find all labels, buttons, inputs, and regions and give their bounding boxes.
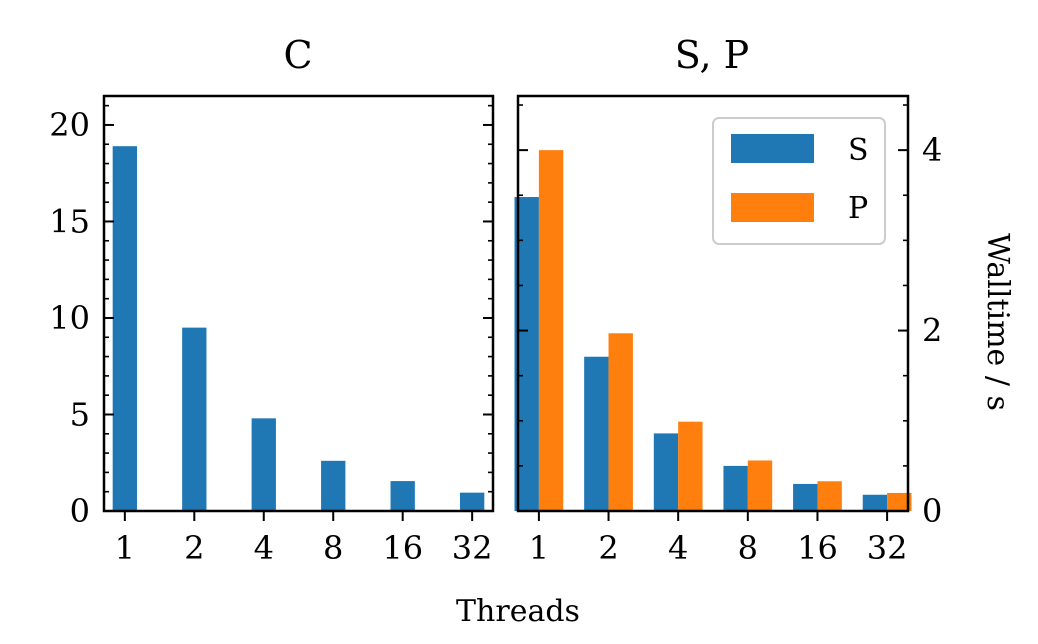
bar-c-1 xyxy=(112,146,137,511)
bar-s-2 xyxy=(584,356,609,511)
x-tick-label-c-2: 2 xyxy=(184,529,204,567)
y-tick-label-sp-4: 4 xyxy=(922,131,942,169)
legend-swatch-p xyxy=(731,193,814,222)
y-axis-label-right: Walltime / s xyxy=(980,233,1015,411)
chart-c-frame xyxy=(102,94,495,513)
chart-sp: S, P 1 2 4 8 16 32 0 2 4 S P xyxy=(514,33,942,567)
x-tick-label-sp-16: 16 xyxy=(797,529,838,567)
bar-c-4 xyxy=(251,418,276,511)
bar-p-1 xyxy=(538,150,564,511)
chart-sp-title: S, P xyxy=(675,33,749,77)
y-tick-label-c-5: 5 xyxy=(70,395,90,433)
x-tick-label-sp-1: 1 xyxy=(529,529,549,567)
x-tick-label-sp-32: 32 xyxy=(867,529,908,567)
bar-c-16 xyxy=(390,481,415,511)
legend-label-p: P xyxy=(848,191,868,226)
bar-c-8 xyxy=(321,460,346,511)
bar-c-2 xyxy=(182,327,207,511)
chart-sp-axes: 1 2 4 8 16 32 0 2 4 xyxy=(516,94,942,567)
bar-c-32 xyxy=(460,492,485,511)
bar-p-2 xyxy=(608,333,633,511)
chart-c-title: C xyxy=(283,33,312,77)
y-tick-label-c-20: 20 xyxy=(49,106,90,144)
chart-c: C 1 2 4 8 16 32 0 5 10 15 20 xyxy=(49,33,495,567)
x-tick-label-sp-4: 4 xyxy=(668,529,688,567)
x-tick-label-sp-2: 2 xyxy=(598,529,618,567)
bar-s-32 xyxy=(862,494,888,511)
bar-s-8 xyxy=(723,465,748,511)
legend-label-s: S xyxy=(848,133,869,168)
chart-sp-legend: S P xyxy=(712,117,886,245)
bar-p-16 xyxy=(817,481,842,511)
y-tick-label-c-15: 15 xyxy=(49,202,90,240)
y-tick-label-sp-2: 2 xyxy=(922,312,942,350)
x-tick-label-sp-8: 8 xyxy=(738,529,758,567)
bar-p-32 xyxy=(887,492,912,511)
x-tick-label-c-1: 1 xyxy=(115,529,135,567)
bar-s-4 xyxy=(653,433,679,511)
bar-p-8 xyxy=(747,460,773,511)
y-tick-label-c-10: 10 xyxy=(49,299,90,337)
x-tick-label-c-8: 8 xyxy=(323,529,343,567)
y-tick-label-sp-0: 0 xyxy=(922,492,942,530)
y-tick-label-c-0: 0 xyxy=(70,492,90,530)
chart-c-bars xyxy=(112,146,485,511)
x-tick-label-c-32: 32 xyxy=(452,529,493,567)
x-tick-label-c-16: 16 xyxy=(382,529,423,567)
bar-s-16 xyxy=(793,483,818,511)
chart-sp-frame xyxy=(516,94,910,513)
x-tick-label-c-4: 4 xyxy=(254,529,274,567)
x-axis-label: Threads xyxy=(456,594,580,629)
bar-p-4 xyxy=(678,421,703,511)
chart-c-axes: 1 2 4 8 16 32 0 5 10 15 20 xyxy=(49,94,495,567)
legend-swatch-s xyxy=(731,134,814,163)
